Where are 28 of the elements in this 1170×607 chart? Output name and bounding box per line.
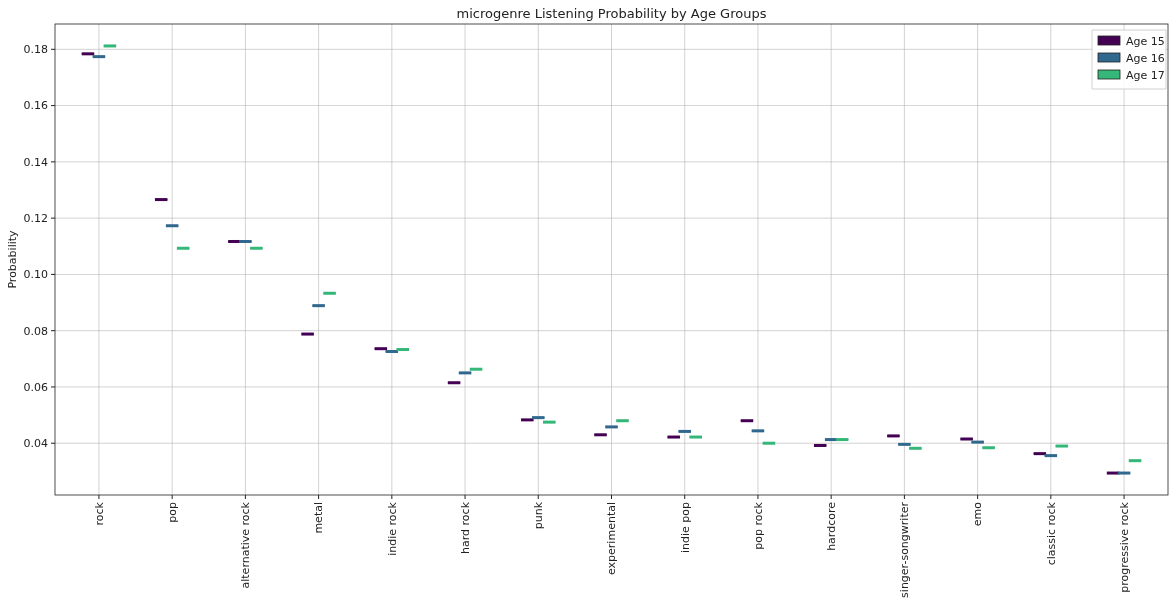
y-tick-label: 0.10 <box>23 268 48 282</box>
legend-label: Age 16 <box>1126 51 1165 65</box>
y-tick-label: 0.08 <box>23 324 48 338</box>
x-tick-label: pop <box>166 501 180 523</box>
y-tick-label: 0.16 <box>23 99 48 113</box>
y-tick-label: 0.12 <box>23 211 48 225</box>
x-tick-label: indie pop <box>678 501 692 554</box>
x-tick-label: emo <box>971 501 985 527</box>
y-tick-label: 0.18 <box>23 43 48 57</box>
x-tick-label: hard rock <box>458 501 472 554</box>
x-tick-label: metal <box>312 502 326 534</box>
y-axis-title: Probability <box>6 229 19 289</box>
x-tick-label: alternative rock <box>239 501 253 589</box>
x-tick-label: punk <box>532 501 546 530</box>
x-tick-label: progressive rock <box>1117 501 1131 593</box>
chart-title: microgenre Listening Probability by Age Groups <box>456 6 767 21</box>
legend-label: Age 15 <box>1126 34 1165 48</box>
x-tick-label: indie rock <box>385 501 399 556</box>
x-tick-label: pop rock <box>751 501 765 550</box>
x-tick-label: classic rock <box>1044 501 1058 566</box>
x-tick-label: hardcore <box>825 501 839 551</box>
x-tick-label: singer-songwriter <box>898 501 912 598</box>
y-tick-label: 0.04 <box>23 437 48 451</box>
legend-label: Age 17 <box>1126 68 1165 82</box>
y-tick-label: 0.14 <box>23 155 48 169</box>
x-tick-label: experimental <box>605 502 619 575</box>
x-tick-label: rock <box>92 501 106 526</box>
y-tick-label: 0.06 <box>23 380 48 394</box>
